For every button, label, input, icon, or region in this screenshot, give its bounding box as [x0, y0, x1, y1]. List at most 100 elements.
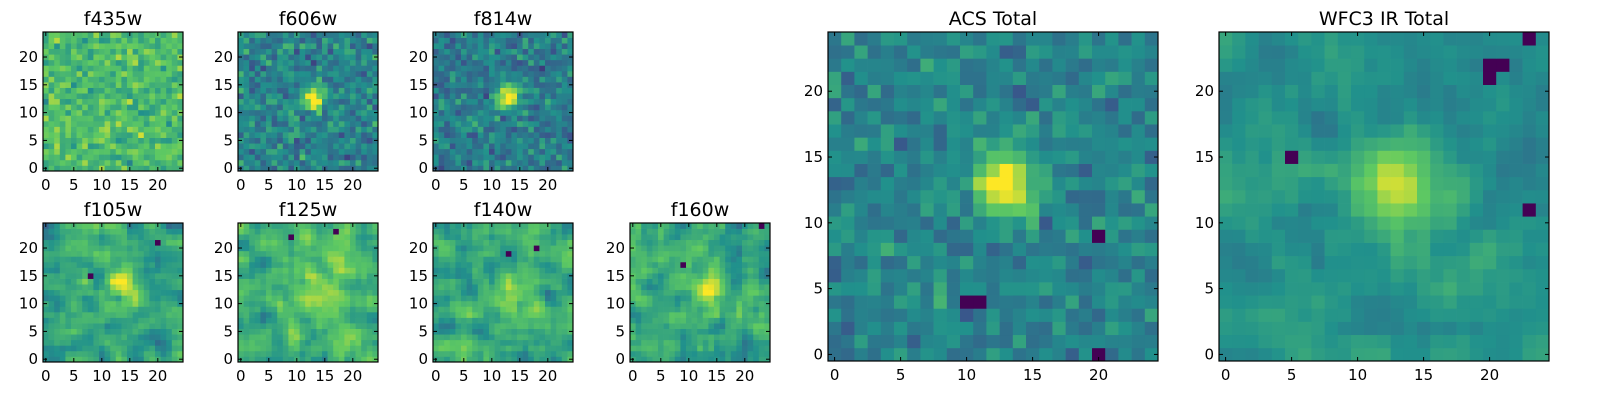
heatmap-cell: [708, 284, 715, 291]
heatmap-cell: [99, 154, 105, 161]
heatmap-cell: [338, 65, 345, 72]
heatmap-cell: [477, 334, 484, 341]
heatmap-cell: [528, 87, 535, 94]
heatmap-cell: [155, 273, 161, 279]
heatmap-cell: [854, 308, 868, 322]
heatmap-cell: [567, 154, 574, 161]
heatmap-cell: [466, 126, 473, 133]
heatmap-cell: [48, 273, 55, 279]
heatmap-cell: [494, 43, 501, 50]
heatmap-cell: [350, 261, 356, 268]
heatmap-cell: [355, 317, 362, 324]
heatmap-cell: [550, 43, 557, 50]
heatmap-cell: [867, 282, 882, 296]
heatmap-cell: [316, 98, 323, 105]
heatmap-cell: [472, 120, 479, 127]
heatmap-cell: [127, 65, 133, 72]
heatmap-cell: [316, 295, 323, 302]
heatmap-cell: [110, 165, 117, 172]
heatmap-cell: [138, 98, 145, 105]
heatmap-cell: [243, 48, 250, 55]
heatmap-cell: [483, 239, 490, 246]
heatmap-cell: [243, 356, 250, 363]
heatmap-cell: [652, 245, 659, 252]
heatmap-cell: [545, 70, 551, 77]
heatmap-cell: [65, 289, 72, 296]
heatmap-cell: [166, 339, 173, 346]
heatmap-cell: [742, 267, 748, 274]
heatmap-cell: [344, 37, 351, 44]
heatmap-cell: [489, 70, 495, 77]
heatmap-cell: [500, 132, 507, 138]
heatmap-cell: [254, 159, 261, 166]
heatmap-cell: [93, 154, 100, 161]
heatmap-cell: [630, 278, 636, 285]
heatmap-cell: [477, 154, 484, 161]
heatmap-cell: [93, 289, 100, 296]
heatmap-cell: [76, 345, 83, 352]
heatmap-cell: [489, 87, 495, 94]
heatmap-cell: [511, 37, 518, 44]
heatmap-cell: [99, 323, 105, 329]
heatmap-cell: [658, 245, 664, 252]
heatmap-cell: [277, 104, 284, 111]
heatmap-cell: [155, 148, 161, 155]
heatmap-cell: [539, 300, 546, 307]
heatmap-cell: [271, 289, 278, 296]
heatmap-cell: [338, 37, 345, 44]
heatmap-cell: [1026, 229, 1040, 243]
heatmap-cell: [282, 306, 289, 313]
heatmap-cell: [294, 334, 300, 341]
heatmap-cell: [702, 356, 709, 363]
heatmap-cell: [747, 284, 754, 291]
heatmap-cell: [166, 87, 173, 94]
heatmap-cell: [121, 317, 128, 324]
heatmap-cell: [438, 256, 445, 263]
heatmap-cell: [361, 289, 368, 296]
heatmap-cell: [282, 37, 289, 44]
heatmap-cell: [907, 282, 921, 296]
heatmap-cell: [104, 339, 111, 346]
heatmap-cell: [466, 132, 473, 138]
heatmap-cell: [444, 76, 451, 83]
heatmap-cell: [76, 93, 83, 100]
heatmap-cell: [433, 256, 439, 263]
heatmap-cell: [505, 104, 512, 111]
heatmap-cell: [350, 256, 356, 263]
heatmap-cell: [310, 132, 317, 138]
heatmap-cell: [322, 289, 328, 296]
heatmap-cell: [522, 245, 529, 252]
heatmap-cell: [433, 143, 439, 150]
heatmap-cell: [316, 132, 323, 138]
heatmap-cell: [736, 256, 743, 263]
heatmap-cell: [316, 126, 323, 133]
heatmap-cell: [59, 273, 66, 279]
heatmap-cell: [466, 295, 473, 302]
heatmap-cell: [93, 356, 100, 363]
heatmap-cell: [466, 98, 473, 105]
heatmap-cell: [71, 339, 77, 346]
heatmap-cell: [271, 70, 278, 77]
heatmap-cell: [556, 300, 563, 307]
heatmap-cell: [708, 306, 715, 313]
heatmap-cell: [277, 284, 284, 291]
heatmap-cell: [59, 278, 66, 285]
heatmap-cell: [171, 334, 178, 341]
heatmap-cell: [288, 345, 295, 352]
panel-title: f160w: [671, 199, 730, 221]
heatmap-cell: [747, 228, 754, 235]
heatmap-cell: [254, 311, 261, 318]
heatmap-cell: [494, 70, 501, 77]
heatmap-cell: [299, 261, 306, 268]
heatmap-cell: [561, 278, 568, 285]
heatmap-cell: [550, 104, 557, 111]
heatmap-cell: [249, 228, 256, 235]
heatmap-cell: [288, 256, 295, 263]
heatmap-cell: [143, 87, 150, 94]
heatmap-cell: [310, 239, 317, 246]
heatmap-cell: [110, 98, 117, 105]
heatmap-cell: [366, 306, 373, 313]
heatmap-cell: [43, 250, 49, 257]
heatmap-cell: [730, 256, 737, 263]
heatmap-cell: [522, 59, 529, 66]
